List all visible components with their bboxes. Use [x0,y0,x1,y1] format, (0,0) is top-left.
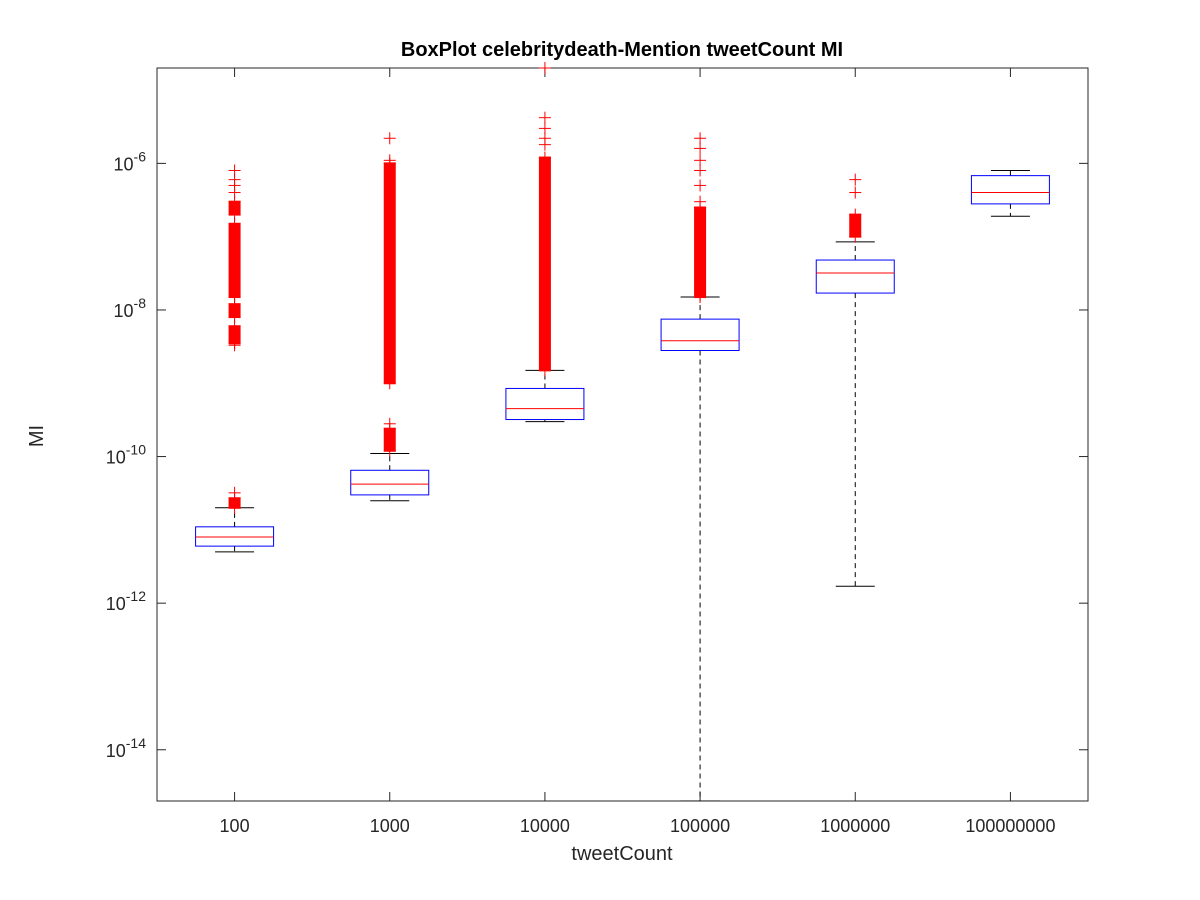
box-iqr [970,175,1050,205]
box-100000000 [970,169,1050,217]
box-10000 [505,62,585,423]
box-iqr [505,387,585,421]
outlier-cluster [228,325,241,345]
x-tick-label: 100000 [670,816,730,836]
outlier-cluster [228,200,241,216]
box-1000000 [815,173,895,587]
outlier-cluster [228,303,241,319]
outlier-cluster [849,213,862,238]
box-iqr [815,259,895,294]
y-tick-label: 10-14 [106,735,146,761]
outlier-cluster [383,162,396,385]
y-axis: 10-14 10-12 10-10 10-8 10-6 [106,148,1088,761]
x-tick-label: 100000000 [965,816,1055,836]
y-tick-label: 10-10 [106,442,146,468]
box-iqr [660,318,740,351]
y-tick-label: 10-12 [106,588,146,614]
box-series [195,62,1050,801]
box-100 [195,164,275,553]
x-axis: 100 1000 10000 100000 1000000 100000000 [220,68,1055,836]
chart-title: BoxPlot celebritydeath-Mention tweetCoun… [401,39,843,61]
outlier-cluster [383,427,396,452]
y-tick-label: 10-8 [114,295,147,321]
box-iqr [350,469,430,496]
outlier-cluster [694,206,707,299]
box-1000 [350,132,430,502]
x-tick-label: 100 [220,816,250,836]
outlier-cluster [228,222,241,299]
plot-area [156,67,1089,802]
x-tick-label: 1000000 [820,816,890,836]
x-tick-label: 10000 [520,816,570,836]
outlier-cluster [538,156,551,372]
box-100000 [660,132,740,801]
y-axis-label: MI [26,425,48,447]
x-tick-label: 1000 [370,816,410,836]
x-axis-label: tweetCount [571,843,673,865]
y-tick-label: 10-6 [114,148,147,174]
